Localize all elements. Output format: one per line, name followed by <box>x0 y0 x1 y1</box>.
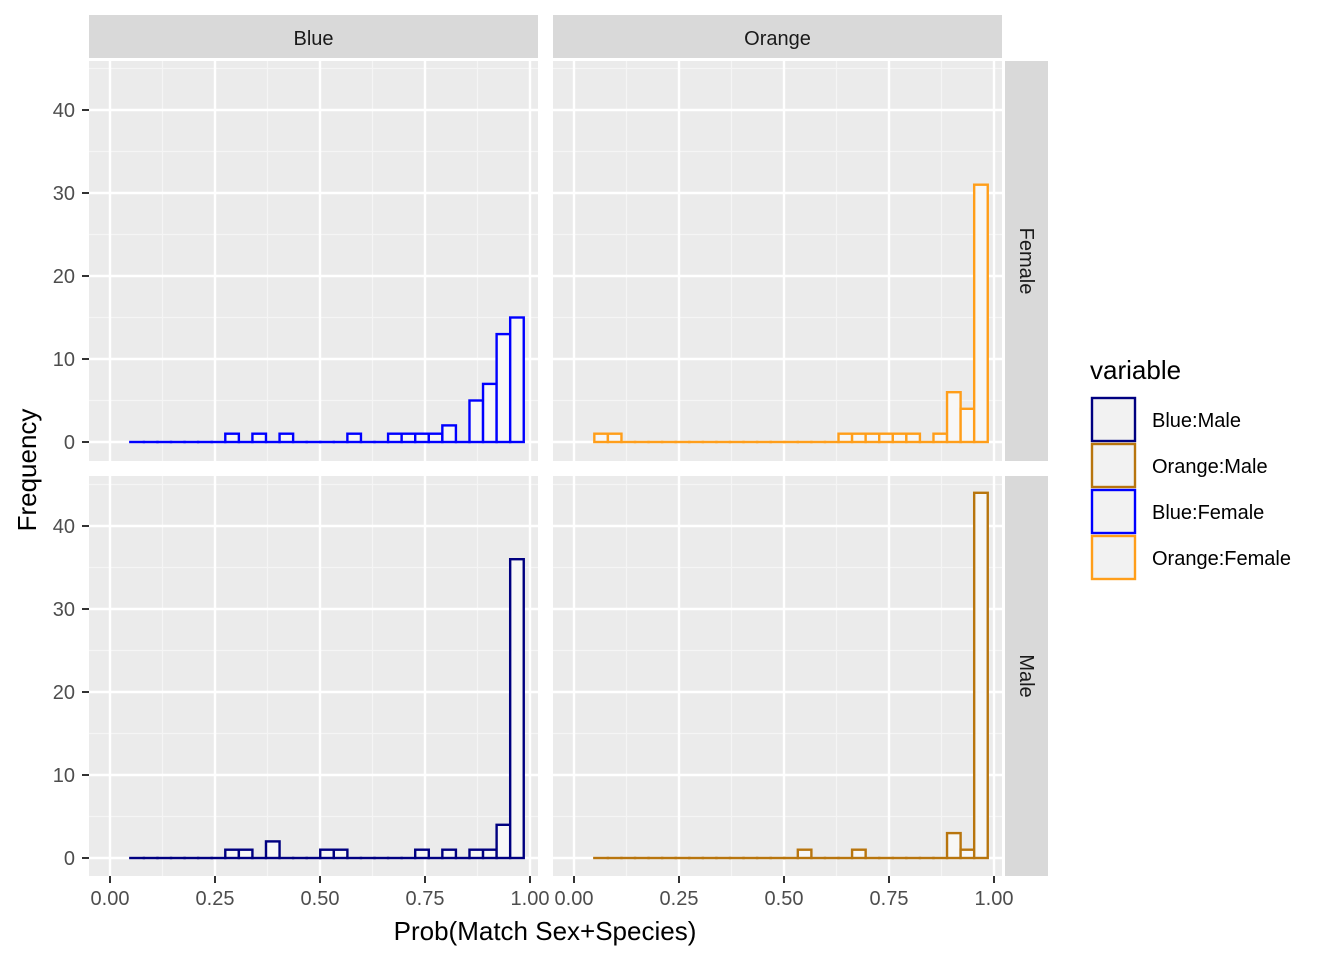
x-tick-label: 1.00 <box>511 888 550 910</box>
histogram-bar <box>441 424 458 444</box>
y-tick-label: 40 <box>53 516 75 538</box>
legend-key <box>1090 396 1137 443</box>
legend-label: Blue:Female <box>1152 502 1264 524</box>
histogram-bar <box>346 432 363 444</box>
x-tick-label: 0.00 <box>555 888 594 910</box>
x-tick-label: 0.75 <box>406 888 445 910</box>
histogram-bar <box>593 432 610 444</box>
panel-background <box>553 61 1002 461</box>
histogram-bar <box>837 432 854 444</box>
y-tick-label: 10 <box>53 349 75 371</box>
histogram-bar <box>237 848 254 860</box>
histogram-bars <box>129 316 525 444</box>
histogram-bar <box>224 848 241 860</box>
panel-background <box>89 476 538 876</box>
histogram-bar <box>972 491 989 860</box>
y-tick-label: 20 <box>53 682 75 704</box>
facet-strip-orange <box>553 15 1002 58</box>
histogram-bars <box>593 183 989 444</box>
y-tick-label: 0 <box>64 848 75 870</box>
histogram-bars <box>129 558 525 860</box>
legend-label: Orange:Male <box>1152 456 1268 478</box>
histogram-bar <box>264 840 281 860</box>
legend-layer: variable Blue:Male Orange:Male Blue:Female O… <box>1090 355 1291 581</box>
histogram-bar <box>224 432 241 444</box>
x-tick-label: 0.00 <box>91 888 130 910</box>
histogram-bar <box>414 432 430 444</box>
x-tick-label: 0.25 <box>196 888 235 910</box>
histogram-bars <box>593 491 989 860</box>
facet-strip-label: Orange <box>744 28 811 50</box>
histogram-bar <box>878 432 894 444</box>
histogram-bar <box>932 432 949 444</box>
histogram-bar <box>905 432 922 444</box>
x-axis-label: Prob(Match Sex+Species) <box>394 916 697 946</box>
histogram-bar <box>508 316 525 444</box>
legend-title: variable <box>1090 355 1181 385</box>
panels-layer <box>89 61 1002 876</box>
y-tick-label: 40 <box>53 100 75 122</box>
panel-orange-female <box>553 61 1002 461</box>
y-tick-label: 20 <box>53 266 75 288</box>
panel-background <box>553 476 1002 876</box>
histogram-bar <box>481 848 498 860</box>
histogram-bar <box>319 848 336 860</box>
strips-layer: Blue Orange Female Male <box>89 15 1048 876</box>
facet-strip-label: Blue <box>293 28 333 50</box>
facet-strip-label: Male <box>1015 654 1037 697</box>
legend-key <box>1090 442 1137 489</box>
histogram-bar <box>959 407 976 444</box>
panel-blue-male <box>89 476 538 876</box>
x-tick-label: 1.00 <box>975 888 1014 910</box>
facet-strip-label: Female <box>1015 228 1037 295</box>
legend-label: Blue:Male <box>1152 410 1241 432</box>
x-tick-label: 0.50 <box>765 888 804 910</box>
x-tick-label: 0.75 <box>870 888 909 910</box>
histogram-bar <box>850 432 867 444</box>
y-tick-label: 30 <box>53 183 75 205</box>
histogram-bar <box>945 391 962 444</box>
panel-orange-male <box>553 476 1002 876</box>
x-tick-label: 0.50 <box>301 888 340 910</box>
histogram-bar <box>468 848 485 860</box>
histogram-bar <box>945 831 962 860</box>
histogram-bar <box>606 432 623 444</box>
facet-strip-blue <box>89 15 538 58</box>
histogram-bar <box>796 848 813 860</box>
histogram-bar <box>495 332 512 444</box>
histogram-bar <box>508 558 525 860</box>
histogram-bar <box>332 848 349 860</box>
histogram-bar <box>481 382 498 444</box>
legend-label: Orange:Female <box>1152 548 1291 570</box>
facet-strip-female <box>1005 61 1048 461</box>
histogram-bar <box>864 432 881 444</box>
histogram-bar <box>972 183 989 444</box>
histogram-bar <box>278 432 295 444</box>
histogram-bar <box>441 848 458 860</box>
panel-blue-female <box>89 61 538 461</box>
y-tick-label: 0 <box>64 432 75 454</box>
histogram-bar <box>386 432 403 444</box>
histogram-bar <box>414 848 430 860</box>
histogram-bar <box>400 432 417 444</box>
histogram-bar <box>427 432 444 444</box>
panel-background <box>89 61 538 461</box>
histogram-bar <box>850 848 867 860</box>
legend-key <box>1090 534 1137 581</box>
histogram-bar <box>495 823 512 860</box>
x-tick-label: 0.25 <box>660 888 699 910</box>
legend-key <box>1090 488 1137 535</box>
histogram-bar <box>251 432 268 444</box>
facet-strip-male <box>1005 476 1048 876</box>
histogram-bar <box>959 848 976 860</box>
y-axis-label: Frequency <box>12 409 42 532</box>
y-tick-label: 10 <box>53 765 75 787</box>
histogram-bar <box>891 432 908 444</box>
y-tick-label: 30 <box>53 599 75 621</box>
histogram-bar <box>468 399 485 444</box>
